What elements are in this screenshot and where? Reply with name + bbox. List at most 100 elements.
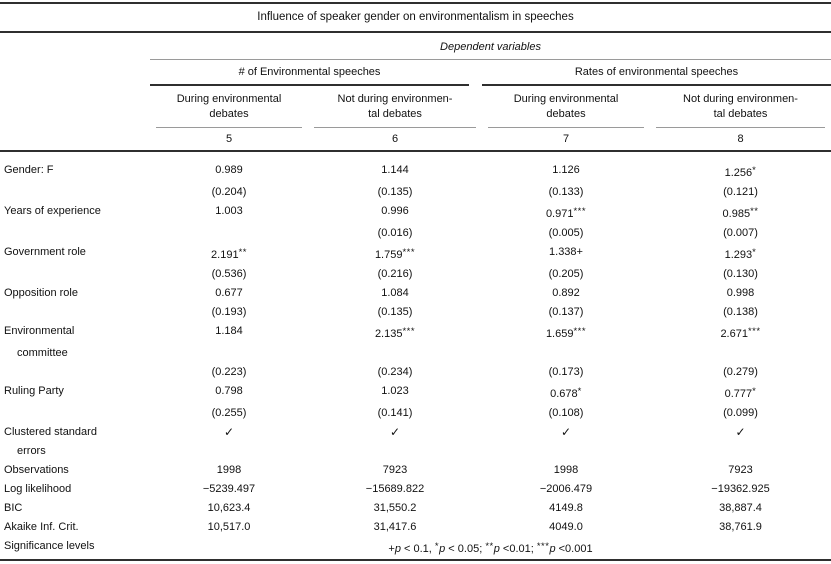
table-body: Gender: F 0.989 1.144 1.126 1.256* (0.204) (0.… (0, 152, 831, 537)
cell-value: ✓ (735, 425, 746, 439)
cell-value: ✓ (560, 425, 572, 439)
group-header-count-speeches: # of Environmental speeches (150, 60, 469, 86)
cell-value: (0.138) (723, 306, 758, 318)
row-label: BIC (4, 502, 23, 514)
note-segment: *** (536, 541, 550, 552)
cell-value (150, 224, 308, 243)
cell-value: 0.677 (215, 287, 243, 299)
cell-value: 10,623.4 (207, 502, 251, 514)
row-label (0, 265, 150, 284)
cell-value: 0.996 (381, 205, 409, 217)
cell-value: 1998 (553, 464, 579, 476)
table-row: Clustered standard ✓ ✓ ✓ ✓ (0, 423, 831, 442)
cell-value: (0.133) (548, 186, 584, 198)
table-row: (0.016) (0.005) (0.007) (0, 224, 831, 243)
table-row: Government role 2.191** 1.759*** 1.338+ 1.29… (0, 243, 831, 265)
note-segment: p (549, 543, 556, 555)
significance-note-text: +p < 0.1, *p < 0.05; **p <0.01; ***p <0.… (150, 537, 831, 559)
cell-value: 38,887.4 (719, 502, 762, 514)
bottom-rule-heavy (0, 559, 831, 561)
cell-value (150, 442, 308, 461)
column-number-8: 8 (737, 133, 744, 145)
cell-value: (0.141) (377, 407, 413, 419)
cell-value: 0.985** (722, 206, 759, 220)
cell-value: −5239.497 (202, 483, 256, 495)
column-header-line: During environmental (176, 93, 282, 105)
note-segment: p (394, 543, 401, 555)
table-row: Gender: F 0.989 1.144 1.126 1.256* (0, 161, 831, 183)
significance-stars: *** (573, 326, 587, 337)
cell-value: 1.256* (724, 165, 757, 179)
cell-value: 1.023 (381, 385, 409, 397)
cell-value: 2.191** (211, 247, 247, 261)
row-label (0, 303, 150, 322)
cell-value: 1.126 (552, 164, 580, 176)
top-rule (0, 2, 831, 4)
table-row: Akaike Inf. Crit. 10,517.0 31,417.6 4049.0 3… (0, 518, 831, 537)
significance-stars: *** (402, 326, 416, 337)
cell-value: (0.173) (548, 366, 584, 378)
label-column-spacer (0, 128, 150, 150)
dependent-variables-row: Dependent variables (0, 33, 831, 60)
label-column-spacer (0, 86, 150, 128)
table-row: Log likelihood −5239.497 −15689.822 −2006.4… (0, 480, 831, 499)
row-label (0, 183, 150, 202)
significance-stars: *** (747, 326, 761, 337)
significance-note-label: Significance levels (4, 540, 95, 552)
column-header-line: debates (546, 108, 586, 120)
cell-value: 2.135*** (374, 326, 416, 340)
row-label: committee (17, 347, 68, 359)
cell-value (308, 442, 482, 461)
cell-value: (0.016) (377, 227, 413, 239)
cell-value: 1.084 (381, 287, 409, 299)
note-segment: <0.01; (499, 543, 537, 555)
table-row: (0.204) (0.135) (0.133) (0.121) (0, 183, 831, 202)
cell-value: −19362.925 (711, 483, 770, 495)
row-label: Ruling Party (4, 385, 64, 397)
cell-value: 1.003 (215, 205, 243, 217)
cell-value: (0.135) (377, 306, 413, 318)
label-column-spacer (0, 60, 150, 86)
cell-value: 1998 (216, 464, 242, 476)
cell-value: 1.759*** (374, 247, 416, 261)
cell-value: (0.007) (723, 227, 758, 239)
cell-value: (0.121) (723, 186, 758, 198)
row-label: Government role (4, 246, 86, 258)
table-row: committee (0, 344, 831, 363)
cell-value: 0.777* (724, 386, 757, 400)
cell-value: 0.798 (215, 385, 243, 397)
column-header-6: Not during environmen- tal debates (314, 86, 476, 128)
cell-value (308, 344, 482, 363)
cell-value (650, 344, 831, 363)
cell-value: 0.998 (726, 287, 755, 299)
significance-stars: * (752, 165, 757, 176)
significance-stars: ** (238, 247, 247, 258)
cell-value: 31,550.2 (373, 502, 417, 514)
table-title: Influence of speaker gender on environme… (257, 11, 574, 23)
cell-value: (0.005) (548, 227, 584, 239)
cell-value: 10,517.0 (207, 521, 251, 533)
column-header-8: Not during environmen- tal debates (656, 86, 825, 128)
cell-value: 1.659*** (545, 326, 587, 340)
row-label (0, 404, 150, 423)
column-header-line: Not during environmen- (337, 93, 453, 105)
row-label: Years of experience (4, 205, 101, 217)
cell-value: (0.130) (723, 268, 758, 280)
cell-value (482, 344, 650, 363)
column-header-line: During environmental (513, 93, 619, 105)
cell-value: 0.678* (550, 386, 582, 400)
note-segment: < 0.1, (400, 543, 435, 555)
row-label: Opposition role (4, 287, 78, 299)
cell-value: (0.108) (548, 407, 584, 419)
table-row: Opposition role 0.677 1.084 0.892 0.998 (0, 284, 831, 303)
cell-value: ✓ (389, 425, 401, 439)
column-header-5: During environmental debates (156, 86, 302, 128)
column-header-7: During environmental debates (488, 86, 644, 128)
table-row: Observations 1998 7923 1998 7923 (0, 461, 831, 480)
column-header-row: During environmental debates Not during … (0, 86, 831, 128)
cell-value: (0.204) (211, 186, 247, 198)
cell-value: (0.234) (377, 366, 413, 378)
note-segment: p (439, 543, 446, 555)
table-row: Environmental 1.184 2.135*** 1.659*** 2.671*… (0, 322, 831, 344)
cell-value: (0.193) (211, 306, 247, 318)
